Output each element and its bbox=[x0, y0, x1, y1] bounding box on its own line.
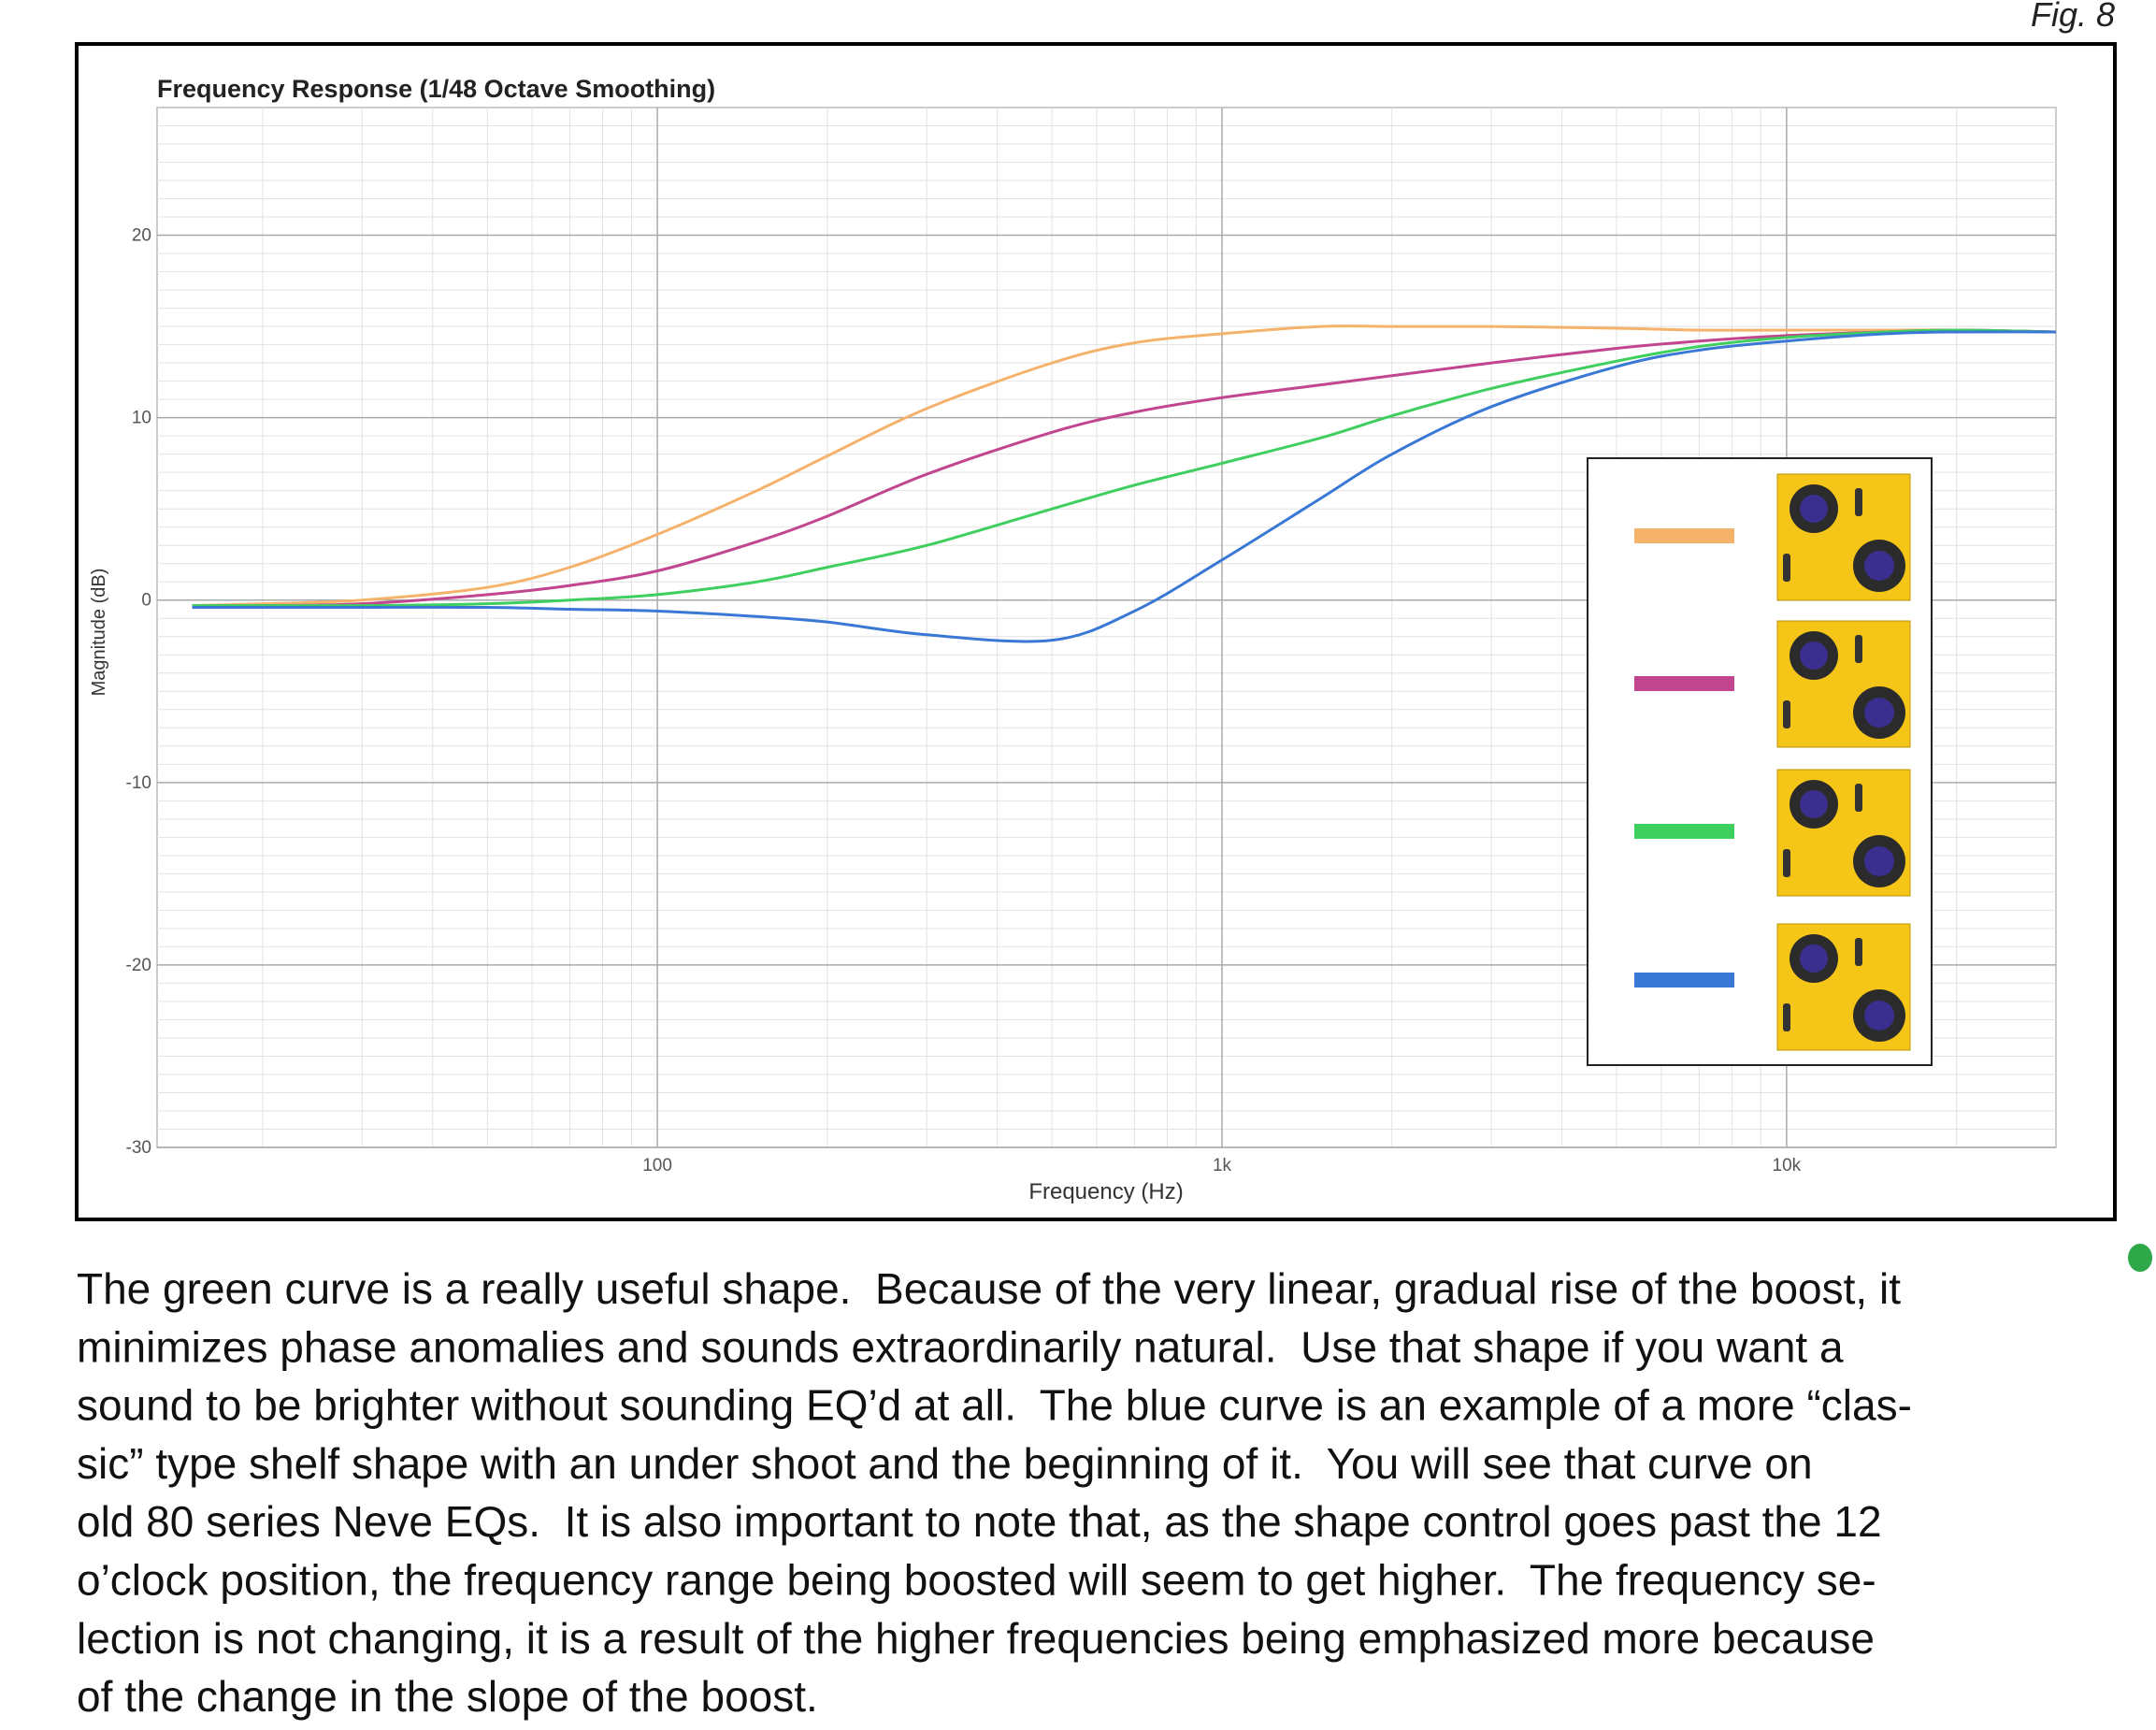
knob-cap bbox=[1800, 642, 1828, 670]
switch bbox=[1783, 1003, 1790, 1031]
switch bbox=[1855, 488, 1862, 516]
x-tick-label: 100 bbox=[642, 1156, 672, 1175]
body-text: The green curve is a really useful shape… bbox=[77, 1264, 1912, 1721]
legend-swatch bbox=[1634, 676, 1734, 691]
y-tick-label: 20 bbox=[132, 226, 151, 246]
y-tick-label: -10 bbox=[126, 773, 151, 793]
knob-cap bbox=[1864, 1001, 1894, 1031]
x-axis-label: Frequency (Hz) bbox=[1028, 1179, 1183, 1204]
switch bbox=[1783, 700, 1790, 728]
body-line: o’clock position, the frequency range be… bbox=[77, 1556, 1876, 1605]
y-tick-label: 10 bbox=[132, 409, 151, 428]
response-curve bbox=[192, 328, 2057, 608]
legend-swatch bbox=[1634, 824, 1734, 839]
body-line: sic” type shelf shape with an under shoo… bbox=[77, 1439, 1813, 1488]
body-line: of the change in the slope of the boost. bbox=[77, 1672, 818, 1721]
response-curve bbox=[192, 330, 2057, 643]
x-tick-label: 10k bbox=[1773, 1156, 1802, 1175]
knob-cap bbox=[1800, 495, 1828, 523]
note-icon-shape bbox=[2128, 1244, 2152, 1272]
knob-cap bbox=[1864, 551, 1894, 581]
body-line: lection is not changing, it is a result … bbox=[77, 1614, 1875, 1663]
response-curve bbox=[192, 328, 2057, 608]
body-line: old 80 series Neve EQs. It is also impor… bbox=[77, 1497, 1882, 1546]
body-line: sound to be brighter without sounding EQ… bbox=[77, 1381, 1912, 1430]
chart-title: Frequency Response (1/48 Octave Smoothin… bbox=[157, 75, 715, 103]
knob-cap bbox=[1800, 944, 1828, 973]
legend-swatch bbox=[1634, 528, 1734, 543]
legend-swatch bbox=[1634, 973, 1734, 988]
note-icon bbox=[2128, 1244, 2152, 1272]
grid: -30 -20 -10 0 10 20 100 1k 10k bbox=[126, 108, 2056, 1175]
response-curve bbox=[192, 324, 2057, 608]
switch bbox=[1855, 635, 1862, 663]
x-tick-label: 1k bbox=[1213, 1156, 1232, 1175]
knob-cap bbox=[1864, 698, 1894, 728]
y-tick-label: -30 bbox=[126, 1138, 151, 1158]
legend bbox=[1587, 457, 1933, 1066]
body-line: minimizes phase anomalies and sounds ext… bbox=[77, 1322, 1844, 1371]
knob-cap bbox=[1800, 790, 1828, 818]
switch bbox=[1855, 938, 1862, 966]
switch bbox=[1783, 554, 1790, 582]
y-tick-label: 0 bbox=[141, 591, 151, 611]
body-line: The green curve is a really useful shape… bbox=[77, 1264, 1901, 1313]
curves bbox=[192, 324, 2057, 643]
switch bbox=[1855, 784, 1862, 812]
y-tick-label: -20 bbox=[126, 956, 151, 975]
y-axis-label: Magnitude (dB) bbox=[89, 569, 109, 697]
figure-label: Fig. 8 bbox=[2031, 0, 2115, 34]
switch bbox=[1783, 849, 1790, 877]
knob-cap bbox=[1864, 846, 1894, 876]
